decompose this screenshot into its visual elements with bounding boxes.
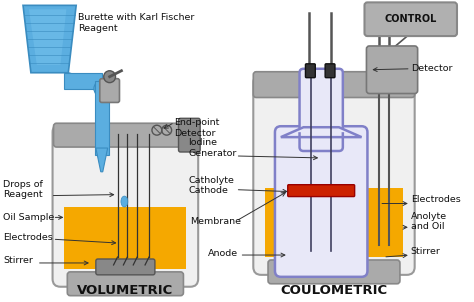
FancyBboxPatch shape bbox=[253, 72, 415, 98]
Text: Electrodes: Electrodes bbox=[3, 233, 53, 242]
Text: Burette with Karl Fischer
Reagent: Burette with Karl Fischer Reagent bbox=[78, 13, 194, 33]
FancyBboxPatch shape bbox=[100, 79, 119, 102]
FancyBboxPatch shape bbox=[300, 69, 343, 151]
FancyBboxPatch shape bbox=[325, 64, 335, 78]
Text: COULOMETRIC: COULOMETRIC bbox=[281, 284, 388, 297]
FancyBboxPatch shape bbox=[53, 124, 198, 287]
Circle shape bbox=[104, 71, 116, 83]
FancyBboxPatch shape bbox=[54, 123, 197, 147]
FancyBboxPatch shape bbox=[302, 247, 365, 263]
Text: CONTROL: CONTROL bbox=[384, 14, 437, 24]
FancyBboxPatch shape bbox=[305, 64, 315, 78]
Polygon shape bbox=[29, 9, 66, 65]
Ellipse shape bbox=[121, 196, 128, 207]
FancyBboxPatch shape bbox=[96, 259, 155, 275]
FancyBboxPatch shape bbox=[288, 185, 355, 197]
Polygon shape bbox=[265, 188, 403, 257]
Text: Detector: Detector bbox=[411, 64, 452, 73]
Text: End-point
Detector: End-point Detector bbox=[174, 118, 220, 138]
Text: Electrodes: Electrodes bbox=[411, 195, 460, 204]
Polygon shape bbox=[23, 5, 76, 73]
Polygon shape bbox=[68, 73, 100, 88]
Text: Anolyte
and Oil: Anolyte and Oil bbox=[411, 212, 447, 231]
Text: Anode: Anode bbox=[208, 249, 238, 258]
FancyBboxPatch shape bbox=[366, 46, 418, 94]
Text: Iodine
Generator: Iodine Generator bbox=[188, 138, 237, 158]
FancyBboxPatch shape bbox=[179, 118, 200, 152]
Polygon shape bbox=[95, 81, 109, 155]
Text: Drops of
Reagent: Drops of Reagent bbox=[3, 180, 43, 199]
Text: Oil Sample: Oil Sample bbox=[3, 213, 55, 222]
Text: VOLUMETRIC: VOLUMETRIC bbox=[77, 284, 173, 297]
Polygon shape bbox=[96, 148, 108, 172]
Text: Stirrer: Stirrer bbox=[411, 246, 441, 255]
FancyBboxPatch shape bbox=[67, 272, 183, 296]
FancyBboxPatch shape bbox=[365, 2, 457, 36]
FancyBboxPatch shape bbox=[268, 260, 400, 284]
Ellipse shape bbox=[94, 81, 109, 97]
Text: Stirrer: Stirrer bbox=[3, 256, 33, 265]
Polygon shape bbox=[64, 73, 102, 88]
Polygon shape bbox=[64, 207, 186, 269]
Polygon shape bbox=[281, 127, 362, 132]
Text: Membrane: Membrane bbox=[191, 217, 241, 226]
Text: Catholyte
Cathode: Catholyte Cathode bbox=[188, 176, 234, 195]
FancyBboxPatch shape bbox=[275, 126, 367, 277]
FancyBboxPatch shape bbox=[253, 75, 415, 275]
